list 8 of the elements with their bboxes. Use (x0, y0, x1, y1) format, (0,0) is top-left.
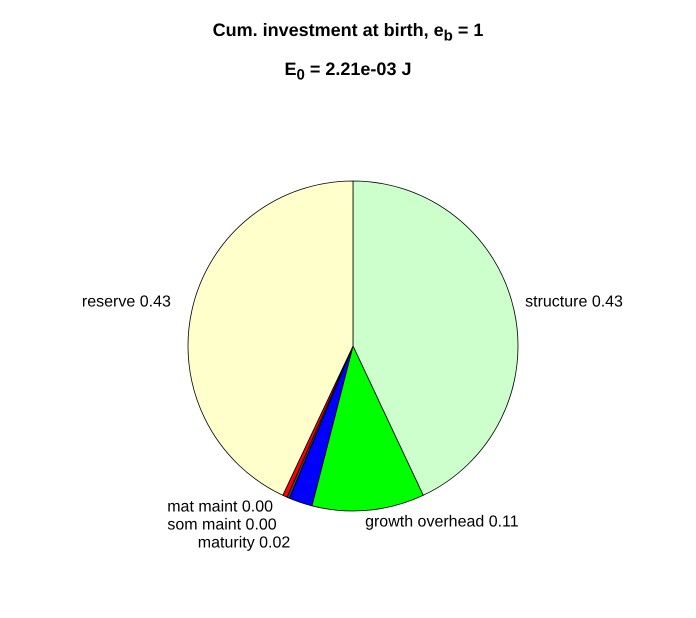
slice-label: mat maint 0.00 (167, 498, 274, 516)
slice-label: reserve 0.43 (82, 294, 171, 311)
slice-label: structure 0.43 (525, 294, 624, 311)
slice-label: maturity 0.02 (198, 534, 290, 552)
slice-label: growth overhead 0.11 (365, 514, 519, 531)
chart-subtitle: E$_{0}$ = 2.21e-03 J (284, 58, 412, 84)
slice-label: som maint 0.00 (167, 516, 277, 534)
chart-title: Cum. investment at birth, e$_{b}$ = 1 (212, 20, 484, 45)
